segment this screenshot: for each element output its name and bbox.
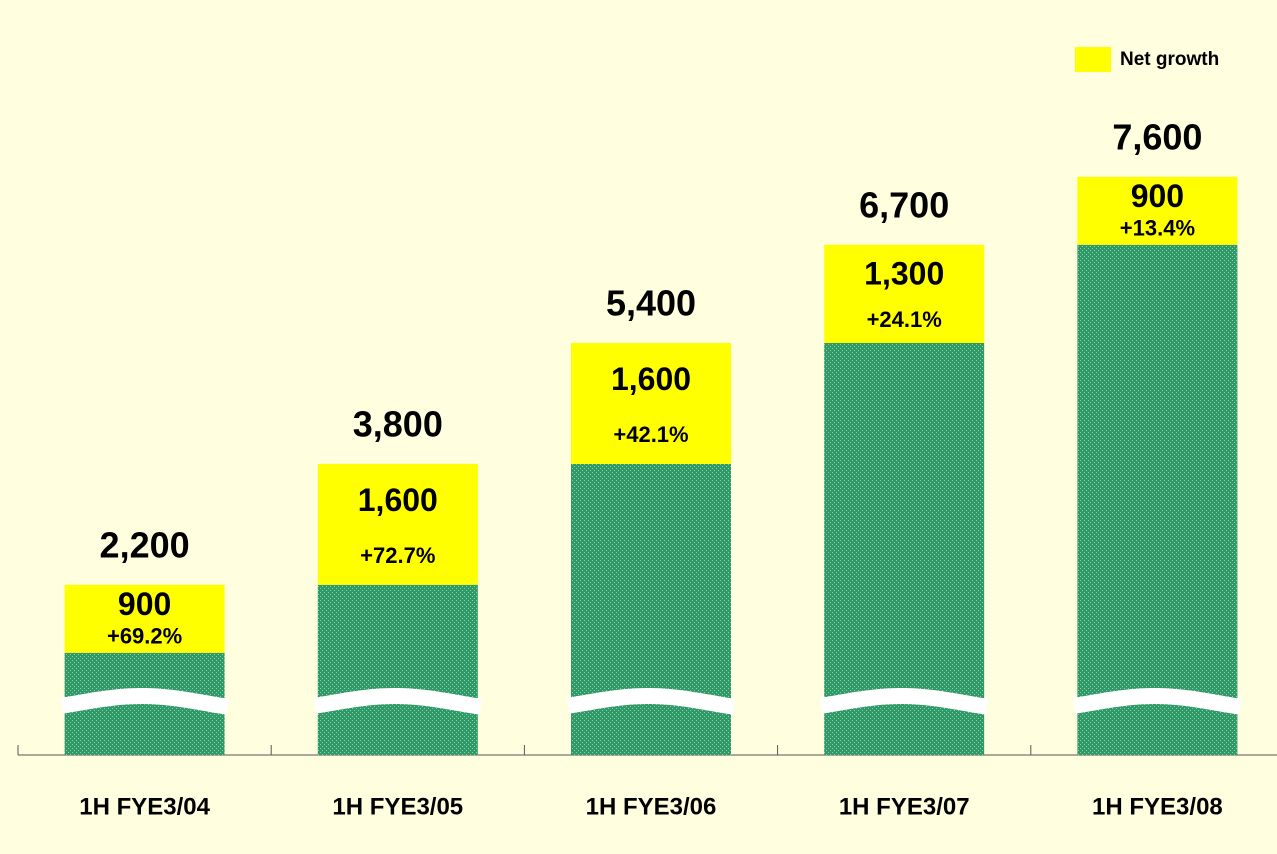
growth-value-label: 1,600 [611, 361, 691, 397]
growth-percent-label: +72.7% [360, 543, 435, 568]
legend-label: Net growth [1120, 49, 1219, 70]
base-bar [317, 584, 478, 755]
axis-break [313, 688, 482, 715]
axis-break [819, 688, 989, 715]
growth-bar [824, 244, 985, 343]
growth-bar [64, 584, 225, 653]
base-bar [1077, 244, 1238, 755]
total-label: 3,800 [353, 403, 443, 444]
axis-break [1073, 688, 1242, 715]
base-bar [824, 343, 985, 755]
growth-percent-label: +24.1% [867, 307, 942, 332]
growth-percent-label: +69.2% [107, 624, 182, 649]
base-bar [571, 463, 731, 755]
total-label: 2,200 [100, 524, 190, 565]
growth-percent-label: +13.4% [1120, 216, 1195, 241]
total-label: 7,600 [1112, 116, 1202, 157]
growth-bar [1077, 176, 1238, 245]
legend-swatch [1075, 47, 1111, 72]
axis-break [60, 688, 229, 715]
growth-bar [571, 343, 731, 464]
total-label: 5,400 [606, 283, 696, 324]
growth-percent-label: +42.1% [613, 422, 688, 447]
growth-value-label: 1,600 [358, 482, 438, 518]
x-tick-label: 1H FYE3/06 [586, 793, 717, 820]
x-tick-label: 1H FYE3/04 [79, 793, 210, 820]
growth-value-label: 1,300 [864, 256, 944, 292]
x-tick-label: 1H FYE3/07 [839, 793, 970, 820]
axis-break [566, 688, 736, 715]
growth-value-label: 900 [1131, 178, 1184, 214]
x-tick-label: 1H FYE3/08 [1092, 793, 1223, 820]
x-tick-label: 1H FYE3/05 [332, 793, 463, 820]
total-label: 6,700 [859, 184, 949, 225]
growth-bar [317, 463, 478, 585]
growth-value-label: 900 [118, 586, 171, 622]
